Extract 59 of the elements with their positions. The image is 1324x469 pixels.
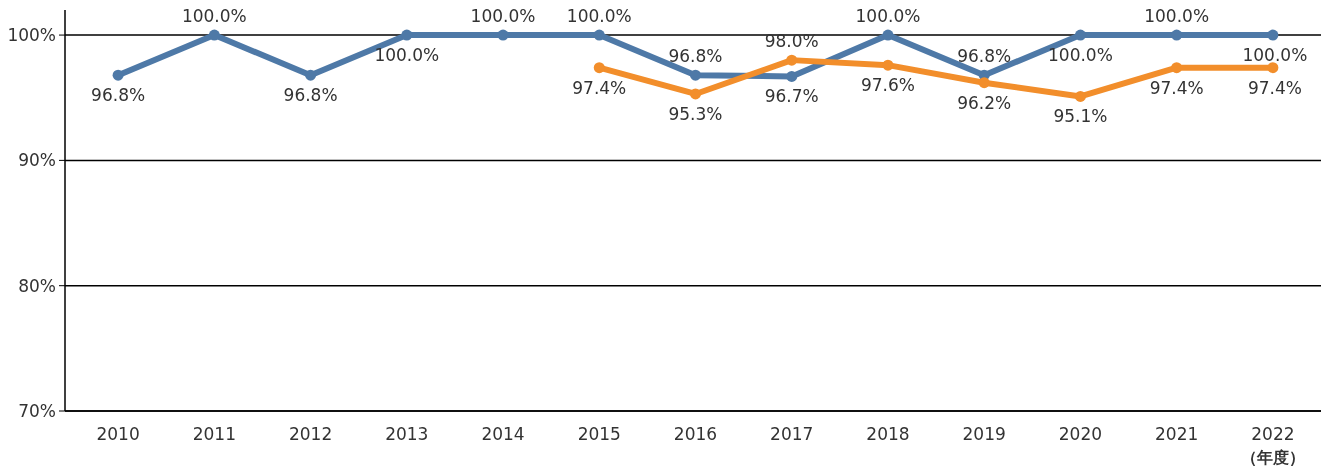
x-tick-label: 2015 — [577, 424, 621, 444]
x-tick-label: 2014 — [481, 424, 525, 444]
point — [690, 88, 701, 100]
data-label: 100.0% — [1242, 45, 1308, 66]
point — [208, 29, 220, 41]
data-label: 96.8% — [283, 85, 338, 106]
x-tick-label: 2017 — [770, 424, 814, 444]
point — [1171, 62, 1183, 74]
data-label: 100.0% — [855, 6, 921, 27]
data-label: 96.8% — [668, 46, 723, 67]
point — [497, 29, 509, 41]
x-tick-label: 2016 — [673, 424, 718, 444]
data-label: 100.0% — [374, 45, 440, 66]
x-axis-title: （年度） — [1240, 448, 1305, 467]
point — [112, 69, 124, 81]
data-label: 97.6% — [860, 75, 915, 96]
data-label: 96.2% — [957, 92, 1012, 113]
y-tick-label: 100% — [7, 25, 56, 46]
x-tick-label: 2019 — [962, 424, 1006, 444]
data-label: 100.0% — [566, 6, 632, 27]
point — [882, 59, 894, 71]
point — [786, 54, 798, 66]
data-label: 98.0% — [764, 31, 819, 52]
point — [1074, 29, 1086, 41]
point — [593, 62, 605, 74]
point — [593, 29, 605, 41]
point — [978, 77, 990, 89]
data-label: 96.8% — [91, 85, 146, 106]
x-tick-label: 2011 — [192, 424, 236, 444]
data-label: 97.4% — [1149, 77, 1204, 98]
x-tick-label: 2010 — [96, 424, 140, 444]
point — [786, 70, 798, 82]
data-label: 97.4% — [1247, 77, 1302, 98]
point — [1267, 62, 1279, 74]
x-tick-label: 2021 — [1155, 424, 1199, 444]
point — [690, 69, 701, 81]
point — [1171, 29, 1183, 41]
data-label: 100.0% — [181, 6, 247, 27]
x-tick-label: 2012 — [288, 424, 333, 444]
y-tick-label: 70% — [18, 400, 56, 421]
data-label: 96.7% — [764, 86, 819, 107]
point — [305, 69, 317, 81]
x-tick-label: 2013 — [385, 424, 429, 444]
y-tick-label: 90% — [18, 150, 56, 171]
point — [401, 29, 413, 41]
x-tick-label: 2018 — [866, 424, 910, 444]
point — [882, 29, 894, 41]
data-label: 95.1% — [1053, 106, 1108, 127]
data-label: 100.0% — [1144, 6, 1210, 27]
point — [1267, 29, 1279, 41]
data-label: 95.3% — [668, 103, 723, 124]
data-label: 96.8% — [957, 46, 1012, 67]
data-label: 100.0% — [470, 6, 536, 27]
x-tick-label: 2022 — [1251, 424, 1295, 444]
data-label: 100.0% — [1048, 45, 1113, 66]
point — [1074, 90, 1086, 102]
x-tick-label: 2020 — [1058, 424, 1103, 444]
data-label: 97.4% — [572, 77, 627, 98]
y-tick-label: 80% — [18, 275, 56, 296]
